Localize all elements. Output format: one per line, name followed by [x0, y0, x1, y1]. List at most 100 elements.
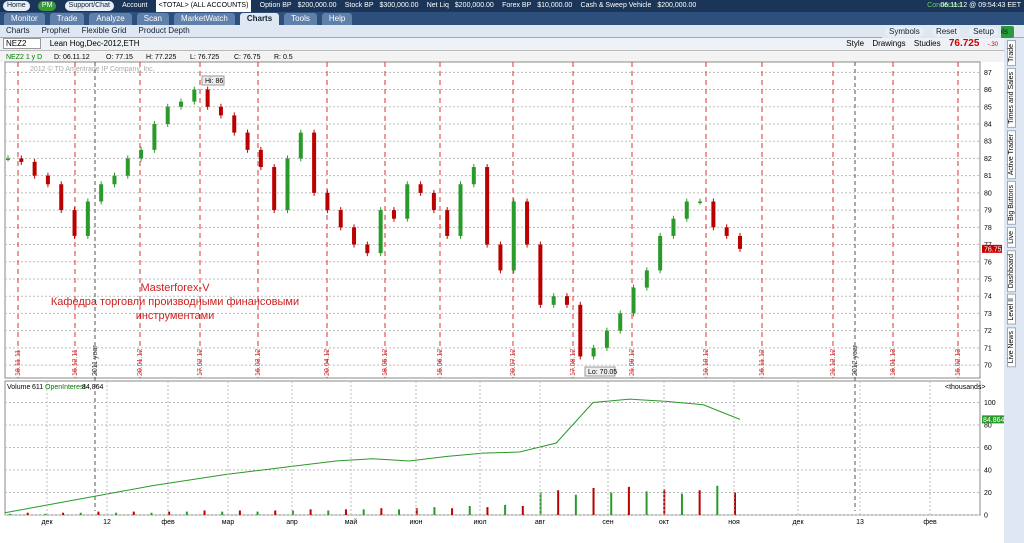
volume-bar: [680, 493, 683, 515]
candle: [179, 101, 184, 107]
symbol-input[interactable]: NEZ2: [3, 38, 42, 49]
volume-bar: [168, 511, 171, 515]
subtab[interactable]: Charts: [6, 26, 30, 35]
home-button[interactable]: Home: [3, 1, 30, 11]
y-tick-label: 86: [984, 87, 992, 94]
candle: [165, 106, 170, 124]
style-button[interactable]: Style: [846, 39, 865, 48]
candle: [578, 304, 583, 357]
y-tick-label: 82: [984, 156, 992, 163]
chart-area: NEZ2 1 y D D: 06.11.12 O: 77.15 H: 77.225 L:…: [0, 51, 1004, 526]
sidebar-tab[interactable]: Dashboard: [1007, 249, 1016, 293]
candle: [298, 132, 303, 159]
candle: [698, 201, 703, 203]
tab[interactable]: Tools: [284, 13, 317, 25]
candle: [445, 210, 450, 236]
tab[interactable]: Monitor: [4, 13, 45, 25]
reset-button[interactable]: Reset: [931, 27, 961, 37]
candle: [724, 227, 729, 236]
sidebar-tab[interactable]: Active Trader: [1007, 129, 1016, 180]
sidebar-tab[interactable]: Level II: [1007, 294, 1016, 325]
candle: [498, 244, 503, 271]
candle: [312, 132, 317, 193]
month-label: сен: [602, 519, 613, 526]
volume-bar: [627, 486, 630, 515]
date-label: 20.01.12: [137, 349, 144, 376]
studies-button[interactable]: Studies: [913, 39, 941, 48]
sidebar: Trade Times and Sales Active Trader Big But…: [1004, 38, 1024, 543]
volume-bar: [274, 510, 277, 515]
tab[interactable]: Help: [321, 13, 353, 25]
sidebar-tab[interactable]: Live: [1007, 226, 1016, 248]
drawings-button[interactable]: Drawings: [872, 39, 906, 48]
tab[interactable]: Trade: [49, 13, 85, 25]
y-tick-label: 85: [984, 104, 992, 111]
subtab[interactable]: Flexible Grid: [81, 26, 127, 35]
oi-value: 84,864: [82, 384, 104, 391]
volume-bar: [97, 511, 100, 515]
oi-label: OpenInterest: [45, 384, 86, 391]
subtab[interactable]: Prophet: [41, 26, 70, 35]
candle: [525, 201, 530, 245]
top-bar: Home PM Support/Chat Account <TOTAL> (AL…: [0, 0, 1024, 12]
info-item: NEZ2 1 y D: [6, 54, 42, 61]
setup-button[interactable]: Setup: [969, 27, 998, 37]
candle: [551, 296, 556, 305]
candle: [538, 244, 543, 305]
candle: [658, 235, 663, 271]
value: $200,000.00: [657, 2, 697, 9]
date-label: 16.12.11: [72, 349, 79, 376]
month-label: дек: [792, 519, 804, 526]
sidebar-tab[interactable]: Live News: [1007, 326, 1016, 367]
sidebar-tab[interactable]: Times and Sales: [1007, 68, 1016, 128]
volume-bar: [221, 511, 224, 515]
value: $10,000.00: [537, 2, 573, 9]
candle: [405, 184, 410, 219]
y-tick-label: 70: [984, 363, 992, 370]
y-tick-label: 84: [984, 121, 992, 128]
sidebar-tab[interactable]: Trade: [1007, 40, 1016, 67]
y-tick-label: 80: [984, 190, 992, 197]
y-tick-label: 80: [984, 423, 992, 430]
subtab[interactable]: Product Depth: [138, 26, 190, 35]
month-label: май: [345, 518, 358, 526]
value: $200,000.00: [454, 2, 494, 9]
y-tick-label: 78: [984, 225, 992, 232]
y-tick-label: 72: [984, 328, 992, 335]
tab[interactable]: Analyze: [89, 13, 132, 25]
volume-bar: [62, 512, 65, 515]
tab[interactable]: Scan: [136, 13, 169, 25]
account-select[interactable]: <TOTAL> (ALL ACCOUNTS): [155, 0, 252, 12]
tab[interactable]: MarketWatch: [174, 13, 235, 25]
volume-bar: [734, 492, 736, 515]
volume-bar: [433, 507, 436, 515]
y-tick-label: 76: [984, 259, 992, 266]
support-button[interactable]: Support/Chat: [64, 1, 114, 11]
status: Connected: [927, 2, 961, 9]
pm-button[interactable]: PM: [37, 1, 57, 11]
datetime: 06.11.12 @ 09:54:43 EET: [940, 2, 1021, 9]
symbols-button[interactable]: Symbols: [885, 27, 924, 37]
candle: [711, 201, 716, 228]
last-label: 76.75: [984, 246, 1002, 253]
volume-bar: [557, 490, 560, 515]
info-item: R: 0.5: [274, 54, 293, 61]
volume-bar: [698, 490, 701, 515]
candle: [6, 158, 10, 160]
y-tick-label: 71: [984, 345, 992, 352]
volume-bar: [291, 510, 294, 515]
date-label: 20.07.12: [510, 349, 517, 376]
info-item: D: 06.11.12: [54, 54, 90, 61]
candle: [218, 106, 223, 116]
candle: [59, 184, 64, 211]
sidebar-tab[interactable]: Big Buttons: [1007, 181, 1016, 225]
label: Cash & Sweep Vehicle: [580, 2, 652, 9]
candle: [245, 132, 250, 150]
candle: [458, 184, 463, 236]
candle: [32, 161, 37, 176]
month-label: фев: [923, 519, 937, 526]
month-label: апр: [286, 519, 298, 526]
month-label: дек: [41, 519, 53, 526]
tab[interactable]: Charts: [239, 13, 280, 25]
lo-label: Lo: 70.05: [588, 369, 617, 376]
